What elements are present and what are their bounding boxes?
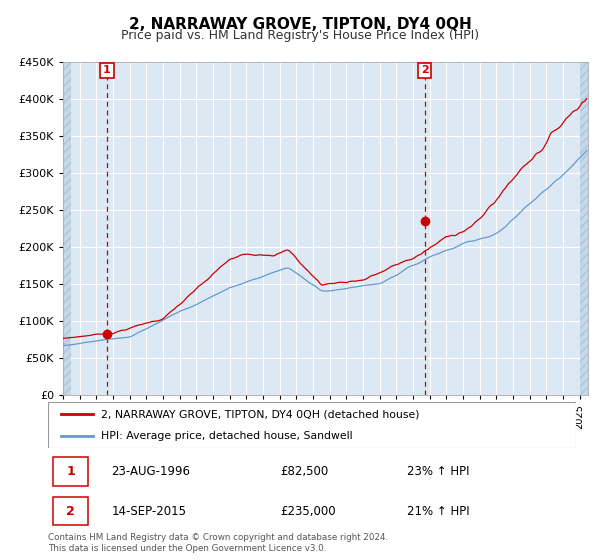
Text: 23% ↑ HPI: 23% ↑ HPI (407, 465, 470, 478)
Text: HPI: Average price, detached house, Sandwell: HPI: Average price, detached house, Sand… (101, 431, 352, 441)
Bar (63, 62, 71, 395)
FancyBboxPatch shape (48, 402, 576, 448)
Text: 2, NARRAWAY GROVE, TIPTON, DY4 0QH (detached house): 2, NARRAWAY GROVE, TIPTON, DY4 0QH (deta… (101, 409, 419, 419)
Bar (580, 62, 588, 395)
Text: £235,000: £235,000 (280, 505, 336, 517)
Text: 2: 2 (421, 66, 429, 75)
Text: 1: 1 (103, 66, 111, 75)
Text: 21% ↑ HPI: 21% ↑ HPI (407, 505, 470, 517)
FancyBboxPatch shape (53, 497, 88, 525)
Text: 2, NARRAWAY GROVE, TIPTON, DY4 0QH: 2, NARRAWAY GROVE, TIPTON, DY4 0QH (128, 17, 472, 32)
Text: 1: 1 (66, 465, 75, 478)
Text: 14-SEP-2015: 14-SEP-2015 (112, 505, 187, 517)
Text: Contains HM Land Registry data © Crown copyright and database right 2024.
This d: Contains HM Land Registry data © Crown c… (48, 533, 388, 553)
Text: £82,500: £82,500 (280, 465, 329, 478)
Text: Price paid vs. HM Land Registry's House Price Index (HPI): Price paid vs. HM Land Registry's House … (121, 29, 479, 42)
Text: 23-AUG-1996: 23-AUG-1996 (112, 465, 190, 478)
Text: 2: 2 (66, 505, 75, 517)
FancyBboxPatch shape (53, 458, 88, 486)
